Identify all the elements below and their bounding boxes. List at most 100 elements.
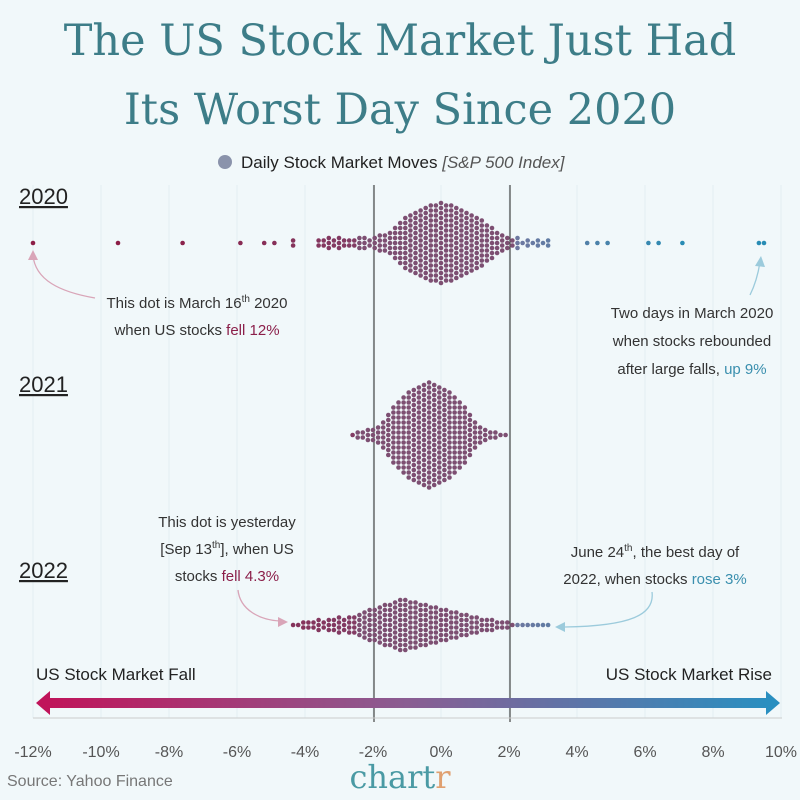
data-point: [423, 215, 429, 221]
data-point: [484, 627, 490, 633]
data-point: [331, 622, 337, 628]
data-point: [392, 600, 398, 605]
data-point: [397, 612, 403, 618]
data-point: [474, 265, 480, 271]
data-point: [489, 622, 495, 628]
data-point: [447, 450, 452, 455]
data-point: [447, 420, 452, 425]
data-point: [452, 425, 457, 430]
data-point: [447, 470, 452, 475]
data-point: [367, 612, 372, 618]
data-point: [428, 640, 434, 645]
data-point: [447, 460, 452, 465]
data-point: [391, 450, 396, 455]
data-point: [397, 220, 403, 226]
data-point: [499, 620, 505, 625]
data-point: [459, 263, 464, 268]
data-point: [452, 470, 457, 475]
data-point: [761, 240, 767, 246]
data-point: [448, 238, 454, 243]
data-point: [438, 612, 444, 618]
data-point: [346, 625, 352, 630]
x-tick-label: -12%: [14, 744, 51, 761]
data-point: [306, 625, 311, 630]
data-point: [403, 235, 408, 241]
data-point: [489, 230, 495, 236]
data-point: [454, 220, 459, 226]
data-point: [464, 255, 469, 261]
data-point: [411, 417, 417, 423]
data-point: [489, 235, 495, 241]
data-point: [377, 615, 383, 620]
data-point: [377, 625, 383, 630]
data-point: [416, 470, 422, 475]
svg-text:when US stocks fell 12%: when US stocks fell 12%: [113, 322, 279, 339]
data-point: [382, 612, 388, 618]
data-point: [367, 607, 372, 613]
data-point: [459, 248, 464, 253]
dots: [30, 200, 767, 653]
data-point: [421, 417, 427, 423]
data-point: [418, 218, 423, 223]
data-point: [426, 380, 432, 385]
data-point: [462, 450, 468, 455]
data-point: [479, 238, 485, 243]
data-point: [362, 610, 367, 615]
data-point: [426, 400, 432, 405]
data-point: [426, 440, 432, 445]
data-point: [499, 238, 505, 243]
data-point: [437, 460, 442, 465]
data-point: [428, 208, 434, 213]
data-point: [477, 440, 483, 445]
data-point: [408, 630, 413, 635]
data-point: [426, 470, 432, 475]
data-point: [387, 230, 393, 236]
data-point: [469, 620, 474, 625]
data-point: [426, 385, 432, 390]
data-point: [459, 268, 464, 273]
data-point: [469, 238, 474, 243]
data-point: [438, 255, 444, 261]
data-point: [442, 402, 447, 408]
data-point: [433, 615, 439, 620]
data-point: [454, 265, 459, 271]
data-point: [438, 607, 444, 613]
data-point: [426, 460, 432, 465]
data-point: [423, 265, 429, 271]
data-point: [433, 630, 439, 635]
data-point: [380, 430, 386, 435]
data-point: [426, 450, 432, 455]
data-point: [447, 440, 452, 445]
data-point: [401, 415, 406, 420]
data-point: [341, 243, 347, 248]
data-point: [418, 627, 423, 633]
data-point: [457, 405, 463, 410]
data-point: [479, 248, 485, 253]
data-point: [530, 622, 536, 628]
data-point: [423, 260, 429, 266]
data-point: [469, 268, 474, 273]
data-point: [421, 432, 427, 438]
data-point: [367, 617, 372, 623]
data-point: [437, 465, 442, 470]
data-point: [387, 637, 393, 643]
data-point: [423, 250, 429, 256]
data-point: [403, 225, 408, 231]
data-point: [428, 238, 434, 243]
data-point: [443, 268, 449, 273]
data-point: [479, 233, 485, 238]
data-point: [423, 235, 429, 241]
data-point: [423, 622, 429, 628]
data-point: [387, 642, 393, 648]
data-point: [396, 410, 401, 415]
data-point: [479, 258, 485, 263]
data-point: [472, 430, 478, 435]
data-point: [421, 407, 427, 413]
legend-label: Daily Stock Market Moves: [241, 153, 438, 172]
data-point: [403, 627, 408, 633]
data-point: [408, 645, 413, 650]
data-point: [413, 245, 418, 251]
data-point: [367, 637, 372, 643]
data-point: [418, 258, 423, 263]
data-point: [401, 425, 406, 430]
